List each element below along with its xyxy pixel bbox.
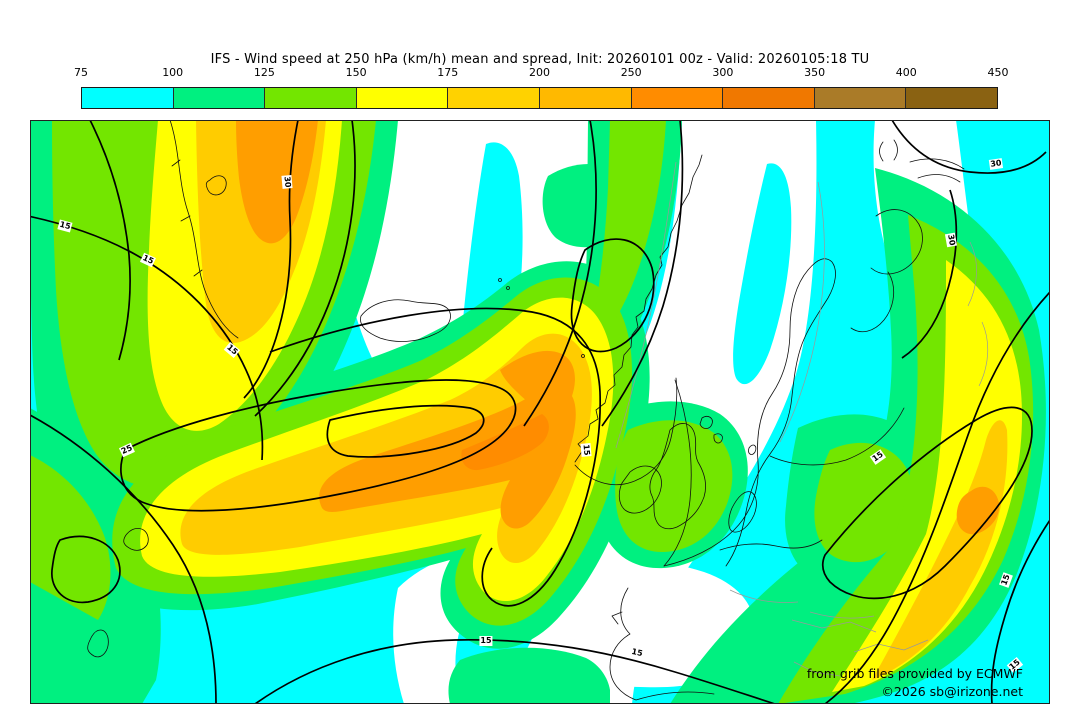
colorbar-segments: [81, 87, 998, 109]
jutland-coastline: [728, 491, 757, 533]
coastlines-layer: [87, 120, 965, 701]
faroe-islands-2: [506, 286, 510, 290]
colorbar-tick-label: 100: [162, 66, 184, 79]
finland-south-coastline: [769, 407, 905, 466]
map-area: 15 15 15 30 25 15 15 15 15 15 15 30 30 from grib fil…: [30, 120, 1050, 704]
colorbar-segment: [723, 88, 815, 108]
arctic-coastline: [909, 158, 965, 183]
colorbar-tick-label: 75: [74, 66, 88, 79]
iceland-coastline: [360, 299, 451, 342]
colorbar-tick-label: 125: [253, 66, 275, 79]
sweden-east-coastline: [663, 379, 692, 567]
ireland-coastline: [618, 465, 662, 514]
colorbar-tick-label: 300: [712, 66, 734, 79]
north-sea-coastline: [719, 539, 823, 551]
norway-coastline: [574, 154, 703, 463]
south-scandinavia-coastline: [574, 377, 678, 486]
chart-title: IFS - Wind speed at 250 hPa (km/h) mean …: [210, 52, 870, 67]
colorbar: 75 100 125 150 175 200 250 300 350 400 450: [74, 66, 1009, 109]
colorbar-segment: [265, 88, 357, 108]
small-island-1: [205, 175, 227, 196]
colorbar-segment: [814, 88, 907, 108]
colorbar-tick-label: 250: [620, 66, 642, 79]
brittany-coastline: [611, 611, 623, 625]
map-frame: [30, 120, 1050, 704]
weather-map-canvas: [30, 120, 1050, 704]
colorbar-segment: [173, 88, 266, 108]
great-britain-coastline: [649, 423, 706, 530]
faroe-islands: [498, 278, 502, 282]
colorbar-segment: [906, 88, 997, 108]
small-island-2: [123, 528, 149, 551]
kola-coastline: [850, 209, 923, 333]
attribution-copyright: ©2026 sb@irizone.net: [881, 684, 1023, 699]
colorbar-tick-label: 200: [529, 66, 550, 79]
colorbar-tick-label: 150: [345, 66, 367, 79]
colorbar-segment: [539, 88, 632, 108]
colorbar-ticks: 75 100 125 150 175 200 250 300 350 400 450: [74, 66, 1009, 81]
colorbar-tick-label: 175: [437, 66, 459, 79]
swedish-lakes: [699, 416, 723, 444]
colorbar-tick-label: 450: [987, 66, 1009, 79]
country-borders-layer: [615, 161, 989, 677]
coast-squiggle-paren: [879, 139, 898, 162]
colorbar-segment: [82, 88, 174, 108]
shetland-islands: [581, 354, 585, 358]
small-island-3: [87, 629, 109, 658]
greenland-east-coastline: [169, 120, 239, 339]
colorbar-tick-label: 400: [895, 66, 917, 79]
gotland-coastline: [748, 444, 757, 455]
attribution-ecmwf: from grib files provided by ECMWF: [806, 666, 1023, 681]
spread-contours-layer: [30, 120, 1050, 704]
colorbar-segment: [631, 88, 724, 108]
colorbar-segment: [356, 88, 449, 108]
attribution: from grib files provided by ECMWF ©2026 …: [807, 663, 1023, 699]
colorbar-tick-label: 350: [804, 66, 826, 79]
baltic-coastline: [663, 258, 836, 567]
spread-25-contour: [120, 379, 517, 512]
colorbar-segment: [448, 88, 540, 108]
